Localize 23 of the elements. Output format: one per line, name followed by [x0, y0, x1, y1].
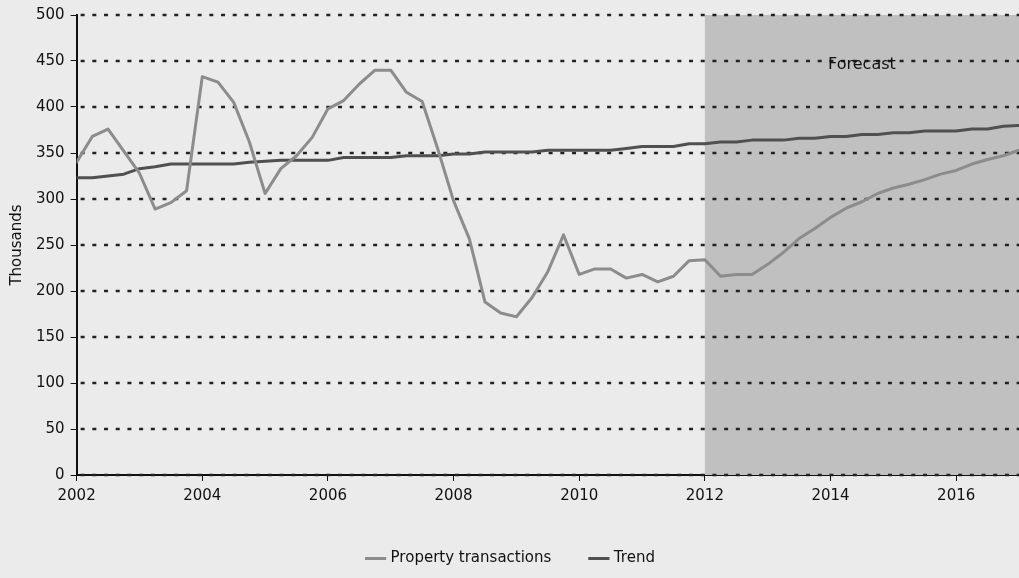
x-tick-label: 2008 — [434, 485, 473, 504]
x-tick-label: 2004 — [183, 485, 222, 504]
x-tick-label: 2002 — [57, 485, 96, 504]
band-label: Forecast — [828, 54, 896, 74]
legend-label: Trend — [612, 548, 655, 567]
y-tick-label: 350 — [35, 142, 65, 161]
y-tick-label: 150 — [35, 326, 65, 345]
x-tick-label: 2006 — [308, 485, 348, 504]
y-tick-label: 500 — [35, 4, 65, 23]
y-tick-label: 0 — [55, 464, 65, 483]
y-tick-label: 50 — [45, 418, 65, 437]
y-axis-title: Thousands — [6, 204, 25, 287]
x-tick-label: 2010 — [560, 485, 599, 504]
y-tick-label: 200 — [35, 280, 65, 299]
y-tick-label: 300 — [35, 188, 65, 207]
legend-label: Property transactions — [390, 548, 552, 567]
x-tick-label: 2012 — [685, 485, 724, 504]
y-tick-label: 100 — [35, 372, 65, 391]
x-tick-label: 2014 — [811, 485, 850, 504]
y-tick-label: 400 — [35, 96, 65, 115]
x-tick-label: 2016 — [937, 485, 976, 504]
y-tick-label: 450 — [35, 50, 65, 69]
y-tick-label: 250 — [35, 234, 65, 253]
